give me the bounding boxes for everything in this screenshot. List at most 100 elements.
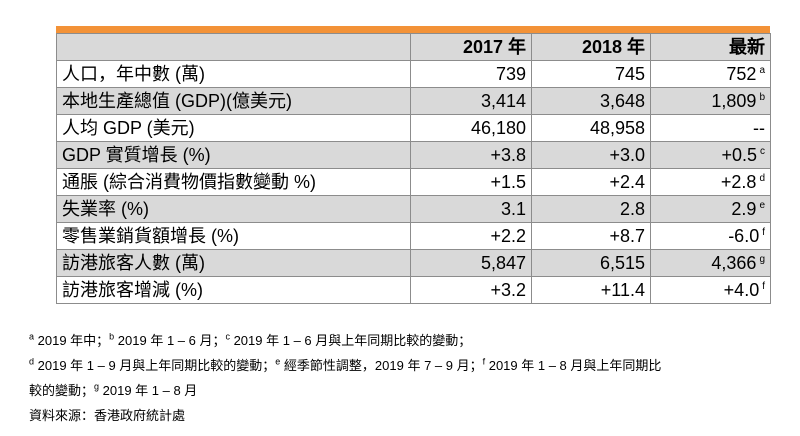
- value-latest-cell-text: 2.9: [731, 199, 757, 219]
- row-label-cell: 零售業銷貨額增長 (%): [56, 222, 411, 250]
- value-2018-cell: 6,515: [531, 249, 651, 277]
- footnote-mark-d: d: [29, 356, 35, 367]
- footnote-text-f-continued: 較的變動；: [29, 383, 95, 398]
- value-2018-cell-text: 3,648: [599, 91, 645, 111]
- table-row: GDP 實質增長 (%) +3.8 +3.0 +0.5 c: [56, 141, 771, 169]
- row-label-cell: 訪港旅客人數 (萬): [56, 249, 411, 277]
- value-2018-cell-text: +2.4: [609, 172, 645, 192]
- value-2017-cell: +1.5: [410, 168, 532, 196]
- value-2017-cell: 739: [410, 60, 532, 88]
- value-2018-cell: +8.7: [531, 222, 651, 250]
- footnote-text-b: 2019 年 1 – 6 月；: [114, 333, 226, 348]
- table-row: 通脹 (綜合消費物價指數變動 %) +1.5 +2.4 +2.8 d: [56, 168, 771, 196]
- table-row: 人均 GDP (美元) 46,180 48,958 --: [56, 114, 771, 142]
- value-latest-cell: +4.0 f: [650, 276, 771, 304]
- value-2018-cell: 3,648: [531, 87, 651, 115]
- footnote-reference: f: [762, 281, 765, 292]
- table-header-row: 2017 年 2018 年 最新: [56, 33, 771, 61]
- value-2017-cell-text: 3.1: [500, 199, 526, 219]
- value-latest-cell: --: [650, 114, 771, 142]
- footnote-text-c: 2019 年 1 – 6 月與上年同期比較的變動；: [229, 333, 472, 348]
- value-2017-cell-text: 46,180: [470, 118, 526, 138]
- value-latest-cell: +2.8 d: [650, 168, 771, 196]
- footnote-mark-g: g: [94, 381, 100, 392]
- value-2017-cell: 5,847: [410, 249, 532, 277]
- value-latest-cell: 2.9 e: [650, 195, 771, 223]
- row-label-cell-text: 訪港旅客人數 (萬): [62, 253, 205, 273]
- value-latest-cell: 752 a: [650, 60, 771, 88]
- value-latest-cell-text: --: [753, 118, 765, 138]
- value-2018-cell-text: +8.7: [609, 226, 645, 246]
- footnote-reference: e: [759, 200, 765, 211]
- value-2017-cell: 46,180: [410, 114, 532, 142]
- row-label-cell-text: 失業率 (%): [62, 199, 149, 219]
- row-label-cell: 訪港旅客增減 (%): [56, 276, 411, 304]
- row-label-cell-text: 本地生產總值 (GDP)(億美元): [62, 91, 292, 111]
- source-note: 資料來源：香港政府統計處: [29, 408, 186, 423]
- value-latest-cell: 4,366 g: [650, 249, 771, 277]
- value-2017-cell-text: +3.2: [490, 280, 526, 300]
- value-2017-cell-text: 3,414: [480, 91, 526, 111]
- value-2018-cell-text: +11.4: [600, 280, 645, 300]
- footnote-text-f: 2019 年 1 – 8 月與上年同期比: [485, 358, 662, 373]
- footnote-mark-f: f: [482, 356, 486, 367]
- value-2018-cell: 745: [531, 60, 651, 88]
- value-2017-cell-text: +1.5: [490, 172, 526, 192]
- value-2017-cell: 3,414: [410, 87, 532, 115]
- footnote-line-2: d 2019 年 1 – 9 月與上年同期比較的變動；e 經季節性調整，2019…: [29, 353, 789, 378]
- footnote-reference: a: [759, 65, 765, 76]
- footnote-text-d: 2019 年 1 – 9 月與上年同期比較的變動；: [34, 358, 276, 373]
- value-2017-cell-text: +2.2: [490, 226, 526, 246]
- row-label-cell: 人口，年中數 (萬): [56, 60, 411, 88]
- footnote-text-g: 2019 年 1 – 8 月: [99, 383, 198, 398]
- footnote-reference: f: [762, 227, 765, 238]
- row-label-cell: 失業率 (%): [56, 195, 411, 223]
- value-latest-cell-text: -6.0: [728, 226, 760, 246]
- footnote-text-a: 2019 年中；: [34, 333, 110, 348]
- value-2018-cell-text: 2.8: [619, 199, 645, 219]
- value-2018-cell: 48,958: [531, 114, 651, 142]
- table-row: 人口，年中數 (萬) 739 745 752 a: [56, 60, 771, 88]
- row-label-cell-text: 訪港旅客增減 (%): [62, 280, 203, 300]
- footnote-mark-a: a: [29, 331, 35, 342]
- table-row: 本地生產總值 (GDP)(億美元) 3,414 3,648 1,809 b: [56, 87, 771, 115]
- value-2018-cell: +11.4: [531, 276, 651, 304]
- value-2018-cell-text: 745: [614, 64, 645, 84]
- footnote-mark-b: b: [109, 331, 115, 342]
- value-latest-cell-text: +2.8: [720, 172, 757, 192]
- footnote-reference: g: [759, 254, 765, 265]
- footnote-line-1: a 2019 年中；b 2019 年 1 – 6 月；c 2019 年 1 – …: [29, 328, 789, 353]
- value-latest-cell: +0.5 c: [650, 141, 771, 169]
- economic-statistics-table: 2017 年 2018 年 最新 人口，年中數 (萬) 739 745 752 a 本地生…: [56, 33, 771, 304]
- table-top-accent-bar: [56, 26, 770, 33]
- value-2018-cell-text: +3.0: [609, 145, 645, 165]
- footnote-mark-c: c: [225, 331, 230, 342]
- value-2018-cell: 2.8: [531, 195, 651, 223]
- header-2018: 2018 年: [531, 33, 651, 61]
- row-label-cell-text: GDP 實質增長 (%): [62, 145, 211, 165]
- header-2017: 2017 年: [410, 33, 532, 61]
- header-blank-cell: [56, 33, 411, 61]
- value-latest-cell: -6.0 f: [650, 222, 771, 250]
- value-latest-cell-text: +4.0: [723, 280, 760, 300]
- value-latest-cell-text: 4,366: [711, 253, 757, 273]
- footnote-reference: d: [759, 173, 765, 184]
- table-row: 訪港旅客人數 (萬) 5,847 6,515 4,366 g: [56, 249, 771, 277]
- table-row: 零售業銷貨額增長 (%) +2.2 +8.7 -6.0 f: [56, 222, 771, 250]
- value-2017-cell-text: 5,847: [480, 253, 526, 273]
- row-label-cell-text: 人口，年中數 (萬): [62, 64, 205, 84]
- row-label-cell: 本地生產總值 (GDP)(億美元): [56, 87, 411, 115]
- footnote-text-e: 經季節性調整，2019 年 7 – 9 月；: [280, 358, 483, 373]
- value-latest-cell-text: +0.5: [721, 145, 757, 165]
- value-latest-cell-text: 752: [726, 64, 757, 84]
- value-2017-cell: +3.8: [410, 141, 532, 169]
- footnote-reference: c: [760, 146, 765, 157]
- value-2018-cell-text: 48,958: [589, 118, 645, 138]
- row-label-cell-text: 通脹 (綜合消費物價指數變動 %): [62, 172, 316, 192]
- header-latest: 最新: [650, 33, 771, 61]
- value-2017-cell: 3.1: [410, 195, 532, 223]
- table-row: 訪港旅客增減 (%) +3.2 +11.4 +4.0 f: [56, 276, 771, 304]
- value-2018-cell: +3.0: [531, 141, 651, 169]
- footnote-reference: b: [759, 92, 765, 103]
- value-2017-cell: +2.2: [410, 222, 532, 250]
